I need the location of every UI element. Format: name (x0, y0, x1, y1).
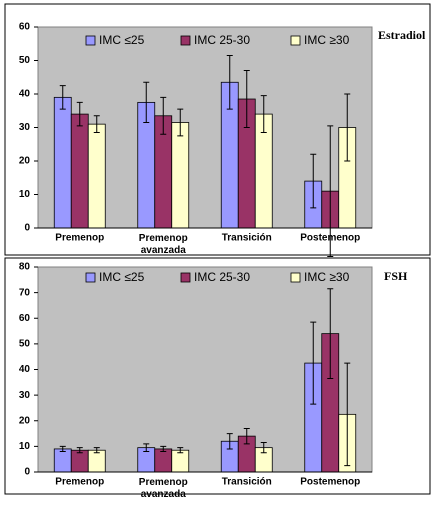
error-bar (310, 153, 317, 209)
error-bar (143, 81, 150, 123)
error-bar (327, 125, 334, 257)
error-bar (160, 96, 167, 135)
error-bar (310, 321, 317, 405)
legend-swatch (290, 272, 301, 283)
error-bar (243, 70, 250, 128)
y-tick-label: 50 (19, 339, 31, 350)
x-tick-label: Transición (222, 477, 272, 488)
bar (87, 123, 106, 229)
x-tick-label: Transición (222, 233, 272, 244)
x-tick-label: Premenop avanzada (139, 477, 188, 500)
bar (53, 448, 72, 473)
legend-label: IMC ≤25 (99, 33, 145, 47)
x-tick-label: Premenop (55, 233, 104, 244)
y-tick-label: 40 (19, 364, 31, 375)
error-bar (76, 101, 83, 127)
y-tick-label: 30 (19, 390, 31, 401)
legend-label: IMC ≥30 (304, 33, 350, 47)
legend-swatch (180, 272, 191, 283)
y-tick-label: 70 (19, 287, 31, 298)
error-bar (243, 427, 250, 445)
x-tick-label: Premenop avanzada (139, 233, 188, 256)
error-bar (143, 443, 150, 452)
legend-label: IMC 25-30 (194, 33, 250, 47)
y-tick-label: 20 (19, 156, 31, 167)
y-tick-label: 20 (19, 415, 31, 426)
error-bar (93, 447, 100, 454)
error-bar (327, 288, 334, 379)
x-tick-label: Postemenop (300, 477, 360, 488)
error-bar (177, 108, 184, 137)
error-bar (260, 95, 267, 134)
legend-swatch (85, 35, 96, 46)
error-bar (344, 362, 351, 467)
chart-title: Estradiol (378, 28, 426, 42)
x-tick-label: Premenop (55, 477, 104, 488)
legend-swatch (85, 272, 96, 283)
bar (154, 448, 173, 473)
error-bar (226, 433, 233, 450)
bar (87, 449, 106, 473)
chart-title: FSH (384, 269, 408, 283)
y-tick-label: 0 (24, 223, 30, 234)
legend-label: IMC ≤25 (99, 270, 145, 284)
y-tick-label: 50 (19, 55, 31, 66)
y-tick-label: 40 (19, 89, 31, 100)
y-tick-label: 30 (19, 122, 31, 133)
error-bar (59, 445, 66, 452)
y-tick-label: 60 (19, 313, 31, 324)
error-bar (226, 54, 233, 110)
error-bar (76, 447, 83, 454)
error-bar (177, 447, 184, 454)
y-tick-label: 80 (19, 262, 31, 273)
legend-swatch (180, 35, 191, 46)
bar (171, 122, 190, 229)
error-bar (160, 445, 167, 452)
bar (70, 449, 89, 473)
bar (171, 449, 190, 473)
y-tick-label: 10 (19, 189, 31, 200)
legend-label: IMC 25-30 (194, 270, 250, 284)
error-bar (59, 85, 66, 110)
bar (70, 113, 89, 229)
error-bar (93, 115, 100, 134)
y-tick-label: 0 (24, 467, 30, 478)
error-bar (344, 93, 351, 162)
bar (53, 96, 72, 229)
y-tick-label: 60 (19, 22, 31, 33)
legend-label: IMC ≥30 (304, 270, 350, 284)
y-tick-label: 10 (19, 441, 31, 452)
legend-swatch (290, 35, 301, 46)
error-bar (260, 442, 267, 454)
